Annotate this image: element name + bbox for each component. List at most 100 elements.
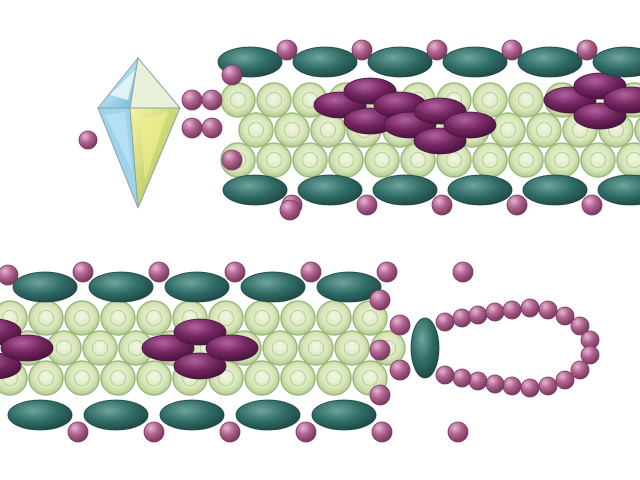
pink-seed-bead: [452, 308, 472, 328]
pink-seed-bead: [148, 261, 170, 283]
seed-bead-hole: [265, 91, 283, 109]
seed-bead-hole: [499, 121, 517, 139]
seed-bead-hole: [283, 121, 301, 139]
pink-seed-bead: [576, 39, 598, 61]
teal-two-hole-bead: [292, 46, 358, 78]
pink-seed-bead: [502, 300, 522, 320]
pink-seed-bead: [351, 39, 373, 61]
pink-seed-bead: [555, 370, 575, 390]
pink-seed-bead: [520, 378, 540, 398]
pink-seed-bead: [221, 64, 243, 86]
pink-seed-bead: [485, 374, 505, 394]
upper-bracelet-band: [78, 39, 640, 221]
pink-seed-bead: [452, 261, 474, 283]
teal-two-hole-bead: [164, 271, 230, 303]
seed-bead-hole: [625, 151, 640, 169]
pink-seed-bead: [468, 371, 488, 391]
seed-bead-glass: [274, 112, 310, 148]
seed-bead-glass: [292, 142, 328, 178]
purple-two-hole-bead: [173, 318, 227, 346]
seed-bead-glass: [472, 142, 508, 178]
teal-two-hole-bead: [88, 271, 154, 303]
seed-bead-glass: [544, 142, 580, 178]
seed-bead-loop-clasp: [435, 298, 600, 398]
pink-seed-bead: [224, 261, 246, 283]
teal-two-hole-bead: [522, 174, 588, 206]
seed-bead-hole: [337, 151, 355, 169]
seed-bead-hole: [307, 339, 325, 357]
seed-bead-glass: [508, 82, 544, 118]
seed-bead-hole: [109, 369, 127, 387]
seed-bead-glass: [262, 330, 298, 366]
seed-bead-glass: [280, 360, 316, 396]
teal-two-hole-bead: [372, 174, 438, 206]
seed-bead-glass: [508, 142, 544, 178]
seed-bead-glass: [364, 142, 400, 178]
pink-seed-bead: [295, 421, 317, 443]
seed-bead-hole: [91, 339, 109, 357]
pink-seed-bead: [276, 39, 298, 61]
pink-seed-bead: [538, 300, 558, 320]
pink-seed-bead: [78, 130, 98, 150]
seed-bead-hole: [481, 151, 499, 169]
teal-two-hole-bead: [517, 46, 583, 78]
purple-two-hole-bead: [173, 352, 227, 380]
pink-seed-bead: [356, 194, 378, 216]
seed-bead-glass: [256, 82, 292, 118]
seed-bead-hole: [109, 309, 127, 327]
seed-bead-glass: [238, 112, 274, 148]
teal-two-hole-bead: [235, 399, 301, 431]
teal-two-hole-bead: [297, 174, 363, 206]
pink-seed-bead: [452, 368, 472, 388]
pink-seed-bead: [221, 149, 243, 171]
teal-two-hole-bead: [367, 46, 433, 78]
seed-bead-hole: [361, 309, 379, 327]
seed-bead-hole: [145, 309, 163, 327]
seed-bead-glass: [100, 300, 136, 336]
pink-seed-bead: [570, 360, 590, 380]
seed-bead-glass: [316, 300, 352, 336]
seed-bead-hole: [325, 369, 343, 387]
pink-seed-bead: [468, 305, 488, 325]
seed-bead-hole: [409, 151, 427, 169]
seed-bead-glass: [28, 300, 64, 336]
crystal-bicone-clasp: [96, 56, 182, 209]
seed-bead-glass: [328, 142, 364, 178]
pink-seed-bead: [426, 39, 448, 61]
teal-two-hole-bead: [311, 399, 377, 431]
pink-seed-bead: [181, 117, 203, 139]
seed-bead-hole: [301, 151, 319, 169]
pink-seed-bead: [447, 421, 469, 443]
seed-bead-hole: [55, 339, 73, 357]
seed-bead-hole: [253, 369, 271, 387]
seed-bead-glass: [298, 330, 334, 366]
teal-two-hole-bead: [597, 174, 640, 206]
pink-seed-bead: [371, 421, 393, 443]
seed-bead-hole: [325, 309, 343, 327]
pink-seed-bead: [219, 421, 241, 443]
seed-bead-glass: [64, 360, 100, 396]
seed-bead-hole: [517, 151, 535, 169]
pink-seed-bead: [435, 312, 455, 332]
seed-bead-glass: [244, 360, 280, 396]
seed-bead-glass: [490, 112, 526, 148]
seed-bead-hole: [289, 369, 307, 387]
teal-two-hole-bead: [447, 174, 513, 206]
pink-seed-bead: [369, 289, 391, 311]
pink-seed-bead: [501, 39, 523, 61]
pink-seed-bead: [502, 376, 522, 396]
pink-seed-bead: [143, 421, 165, 443]
seed-bead-glass: [136, 360, 172, 396]
seed-bead-glass: [580, 142, 616, 178]
seed-bead-glass: [28, 360, 64, 396]
pink-seed-bead: [581, 194, 603, 216]
pink-seed-bead: [555, 306, 575, 326]
pink-seed-bead: [538, 376, 558, 396]
seed-bead-hole: [343, 339, 361, 357]
pink-seed-bead: [520, 298, 540, 318]
pink-seed-bead: [376, 261, 398, 283]
seed-bead-glass: [526, 112, 562, 148]
pink-seed-bead: [279, 199, 301, 221]
seed-bead-hole: [553, 151, 571, 169]
